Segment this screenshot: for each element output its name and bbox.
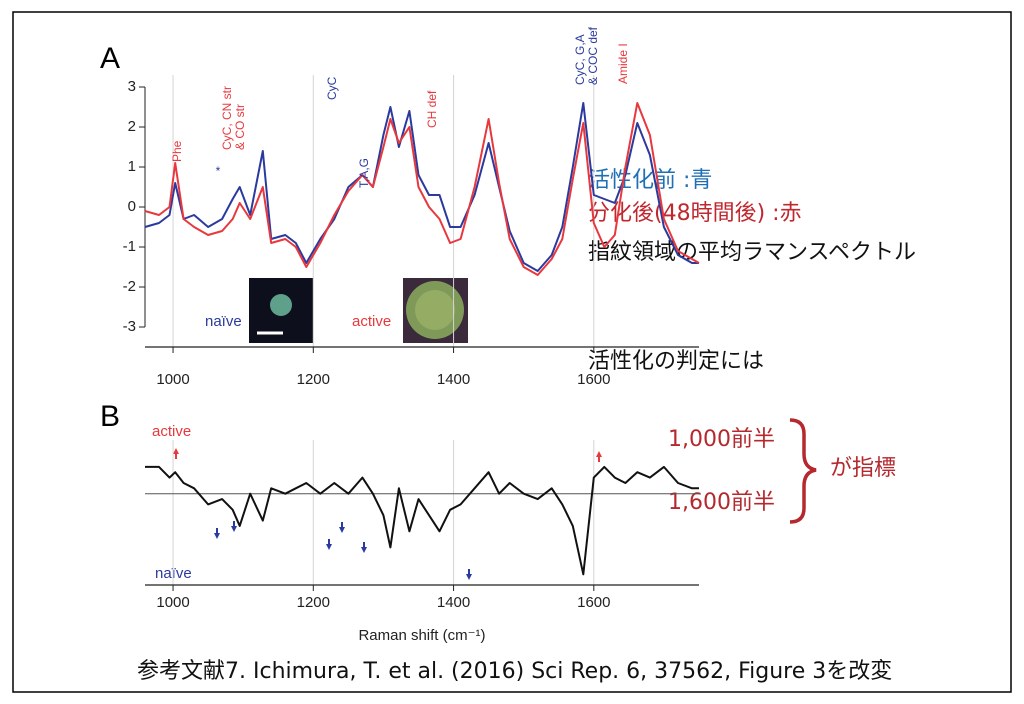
panel-letter: A bbox=[100, 42, 120, 75]
up-arrows bbox=[173, 448, 602, 462]
peak-annotation: CyC bbox=[325, 76, 339, 100]
inset-label: naïve bbox=[205, 313, 242, 330]
x-tick-label: 1200 bbox=[297, 371, 330, 388]
note-range: 1,000前半 bbox=[668, 427, 775, 452]
down-arrows bbox=[214, 521, 472, 580]
arrow-up bbox=[173, 448, 179, 459]
x-axis-title: Raman shift (cm⁻¹) bbox=[358, 627, 485, 644]
page: A B naïve active active naïve 活性化前 :青 分化… bbox=[0, 0, 1024, 704]
slide: A B naïve active active naïve 活性化前 :青 分化… bbox=[0, 0, 1024, 704]
arrow-down bbox=[466, 569, 472, 580]
x-tick-label: 1600 bbox=[577, 371, 610, 388]
peak-annotation: & COC def bbox=[586, 26, 600, 85]
peak-annotation: & CO str bbox=[233, 104, 247, 150]
peak-annotation: Amide I bbox=[616, 43, 630, 84]
note-caption: 指紋領域の平均ラマンスペクトル bbox=[588, 240, 916, 265]
x-tick-label: 1000 bbox=[156, 594, 189, 611]
arrow-down bbox=[326, 539, 332, 550]
note-indicator: が指標 bbox=[830, 456, 896, 481]
inset-nucleus bbox=[415, 290, 455, 330]
brace bbox=[790, 420, 816, 522]
arrow-down bbox=[339, 522, 345, 533]
note-blue: 活性化前 :青 bbox=[588, 168, 712, 193]
arrow-up bbox=[596, 451, 602, 462]
peak-annotation: * bbox=[216, 164, 221, 178]
y-tick-label: -2 bbox=[123, 278, 136, 295]
x-tick-label: 1600 bbox=[577, 594, 610, 611]
arrow-down bbox=[231, 521, 237, 532]
inset-label: active bbox=[352, 313, 391, 330]
b-up-label: active bbox=[152, 423, 191, 440]
x-tick-label: 1200 bbox=[297, 594, 330, 611]
y-tick-label: -3 bbox=[123, 318, 136, 335]
spectrum-line bbox=[145, 467, 699, 574]
arrow-down bbox=[214, 528, 220, 539]
x-tick-label: 1400 bbox=[437, 371, 470, 388]
x-tick-label: 1000 bbox=[156, 371, 189, 388]
y-tick-label: -1 bbox=[123, 238, 136, 255]
inset-cell bbox=[270, 294, 292, 316]
peak-annotation: T,A,G bbox=[357, 158, 371, 188]
peak-annotation: CyC, G,A bbox=[573, 34, 587, 85]
peak-annotation: Phe bbox=[170, 140, 184, 162]
note-criterion: 活性化の判定には bbox=[588, 349, 764, 374]
y-tick-label: 2 bbox=[128, 118, 136, 135]
y-tick-label: 1 bbox=[128, 158, 136, 175]
peak-annotation: CyC, CN str bbox=[220, 86, 234, 150]
x-tick-label: 1400 bbox=[437, 594, 470, 611]
panel-letter: B bbox=[100, 400, 120, 433]
y-tick-label: 3 bbox=[128, 78, 136, 95]
reference: 参考文献7. Ichimura, T. et al. (2016) Sci Re… bbox=[137, 659, 892, 684]
y-tick-label: 0 bbox=[128, 198, 136, 215]
frame bbox=[13, 12, 1011, 692]
peak-annotation: CH def bbox=[425, 90, 439, 128]
arrow-down bbox=[361, 542, 367, 553]
